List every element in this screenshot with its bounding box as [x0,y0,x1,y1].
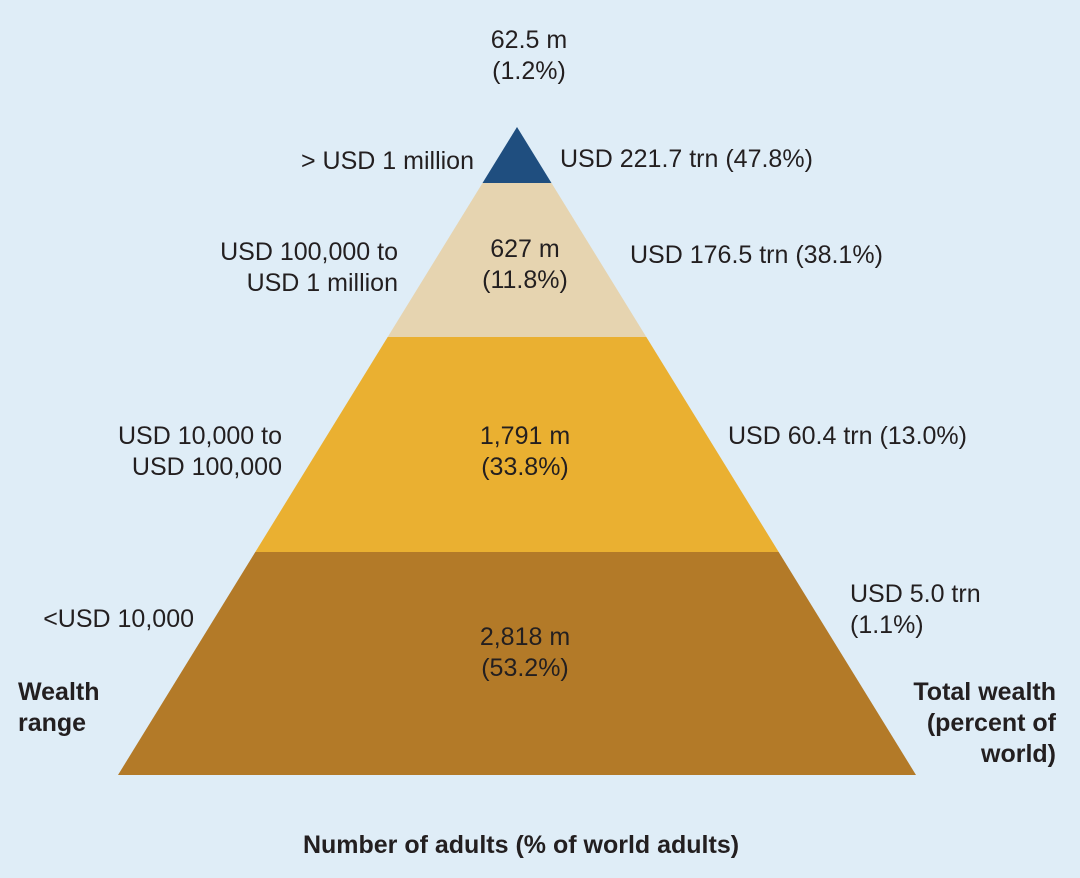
wealth-range-label-line: USD 100,000 [132,453,282,481]
left-axis-label: Wealth range [18,678,100,737]
pyramid-tier-base [118,552,916,775]
total-wealth-label: USD 176.5 trn (38.1%) [630,241,883,269]
pyramid-tier-upper-middle [387,183,647,337]
wealth-range-label: > USD 1 million [301,147,474,175]
adults-share: (53.2%) [481,654,569,682]
wealth-range-label-line: USD 10,000 to [118,422,282,450]
total-wealth-label-line: USD 176.5 trn (38.1%) [630,241,883,269]
wealth-range-label-line: > USD 1 million [301,147,474,175]
wealth-range-label-line: USD 1 million [247,269,398,297]
left-axis-label-line: Wealth [18,678,100,706]
pyramid-tier-top [482,127,552,183]
adults-share: (11.8%) [482,266,568,294]
adults-count: 1,791 m [480,422,570,450]
wealth-range-label: USD 100,000 to USD 1 million [220,238,398,297]
adults-share: (1.2%) [492,57,566,85]
adults-share: (33.8%) [481,453,569,481]
wealth-range-label-line: USD 100,000 to [220,238,398,266]
right-axis-label: Total wealth (percent of world) [913,678,1056,768]
total-wealth-label-line: USD 60.4 trn (13.0%) [728,422,967,450]
total-wealth-label: USD 60.4 trn (13.0%) [728,422,967,450]
total-wealth-label-line: (1.1%) [850,611,924,639]
adults-label: 62.5 m (1.2%) [491,26,567,85]
wealth-range-label: USD 10,000 to USD 100,000 [118,422,282,481]
adults-count: 2,818 m [480,623,570,651]
left-axis-label-line: range [18,709,86,737]
total-wealth-label: USD 221.7 trn (47.8%) [560,145,813,173]
adults-label: 627 m (11.8%) [482,235,568,294]
total-wealth-label: USD 5.0 trn (1.1%) [850,580,981,639]
adults-label: 2,818 m (53.2%) [480,623,570,682]
right-axis-label-line: world) [980,740,1056,768]
wealth-range-label-line: <USD 10,000 [43,605,194,633]
adults-count: 62.5 m [491,26,567,54]
total-wealth-label-line: USD 5.0 trn [850,580,981,608]
right-axis-label-line: Total wealth [913,678,1056,706]
x-axis-label: Number of adults (% of world adults) [303,831,739,859]
right-axis-label-line: (percent of [927,709,1057,737]
wealth-range-label: <USD 10,000 [43,605,194,633]
adults-label: 1,791 m (33.8%) [480,422,570,481]
adults-count: 627 m [490,235,559,263]
total-wealth-label-line: USD 221.7 trn (47.8%) [560,145,813,173]
pyramid-tier-middle [255,337,779,552]
